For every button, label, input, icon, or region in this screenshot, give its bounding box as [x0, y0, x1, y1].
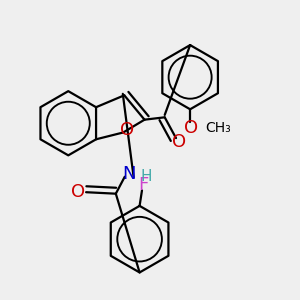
Text: CH₃: CH₃	[206, 121, 231, 135]
Text: N: N	[122, 165, 136, 183]
Text: O: O	[172, 133, 186, 151]
Text: F: F	[138, 176, 148, 194]
Text: O: O	[71, 183, 85, 201]
Text: O: O	[120, 121, 134, 139]
Text: O: O	[184, 119, 198, 137]
Text: H: H	[141, 169, 152, 184]
